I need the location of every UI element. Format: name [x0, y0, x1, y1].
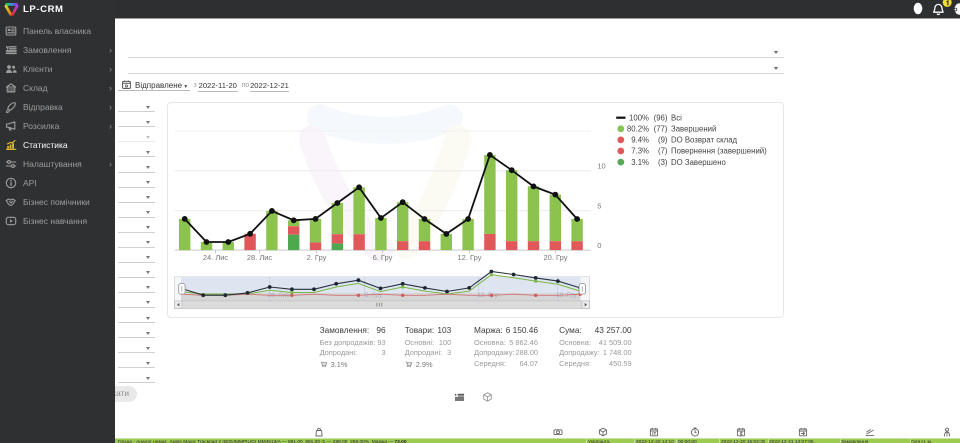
svg-text:100%: 100% [629, 113, 649, 122]
svg-text:(9): (9) [657, 135, 667, 144]
svg-text:10: 10 [597, 161, 605, 170]
svg-text:(7): (7) [657, 146, 667, 155]
svg-text:9.4%: 9.4% [631, 135, 649, 144]
svg-text:5. Гру: 5. Гру [364, 292, 382, 299]
svg-text:28. Лис: 28. Лис [246, 252, 272, 261]
svg-text:DO Завершено: DO Завершено [671, 157, 727, 166]
svg-text:20. Гру: 20. Гру [543, 252, 567, 261]
svg-text:(77): (77) [653, 124, 667, 133]
svg-text:Повернення (завершений): Повернення (завершений) [671, 146, 767, 155]
svg-text:DO Возврат склад: DO Возврат склад [671, 135, 738, 144]
svg-text:Всі: Всі [671, 113, 682, 122]
svg-text:19. Гру: 19. Гру [556, 292, 578, 299]
svg-text:5: 5 [597, 201, 601, 210]
svg-text:2. Гру: 2. Гру [306, 252, 326, 261]
svg-text:0: 0 [597, 240, 601, 249]
svg-text:7.3%: 7.3% [631, 146, 649, 155]
svg-text:Завершений: Завершений [671, 124, 716, 133]
svg-text:24. Лис: 24. Лис [202, 252, 228, 261]
svg-text:(3): (3) [657, 157, 667, 166]
svg-text:80.2%: 80.2% [626, 124, 648, 133]
svg-text:6. Гру: 6. Гру [372, 252, 392, 261]
svg-text:3.1%: 3.1% [631, 157, 649, 166]
svg-text:(96): (96) [653, 113, 667, 122]
svg-text:12. Гру: 12. Гру [457, 252, 481, 261]
